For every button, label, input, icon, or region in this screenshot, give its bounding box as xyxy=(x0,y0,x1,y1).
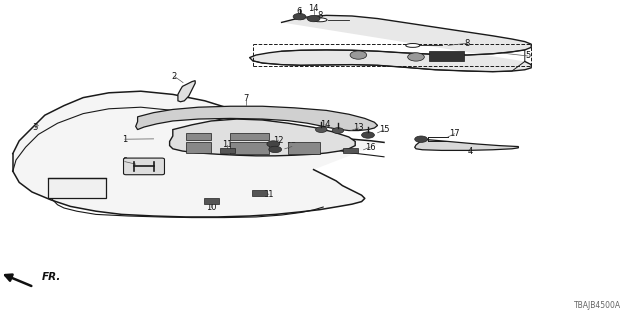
Ellipse shape xyxy=(313,18,327,22)
Text: 13: 13 xyxy=(353,124,364,132)
Circle shape xyxy=(415,136,428,142)
Circle shape xyxy=(316,127,327,132)
Polygon shape xyxy=(178,81,195,102)
Text: 9: 9 xyxy=(122,157,127,166)
Circle shape xyxy=(269,146,282,153)
Polygon shape xyxy=(230,133,269,140)
Text: 8: 8 xyxy=(465,39,470,48)
Circle shape xyxy=(332,128,344,133)
Text: 12: 12 xyxy=(273,136,284,145)
Text: 15: 15 xyxy=(379,125,389,134)
Polygon shape xyxy=(170,119,355,156)
Text: 12: 12 xyxy=(287,142,297,151)
Polygon shape xyxy=(250,15,531,72)
Text: 11: 11 xyxy=(222,140,232,149)
Text: 7: 7 xyxy=(244,94,249,103)
Bar xyxy=(429,51,464,61)
Text: 14: 14 xyxy=(308,4,319,13)
Text: 16: 16 xyxy=(365,143,375,152)
FancyBboxPatch shape xyxy=(124,158,164,175)
Text: 6: 6 xyxy=(297,7,302,16)
Polygon shape xyxy=(288,142,320,154)
Bar xyxy=(343,148,358,153)
Circle shape xyxy=(362,132,374,138)
Polygon shape xyxy=(13,91,384,217)
Text: 2: 2 xyxy=(172,72,177,81)
Bar xyxy=(48,178,106,198)
Text: TBAJB4500A: TBAJB4500A xyxy=(573,301,621,310)
Text: 11: 11 xyxy=(264,190,274,199)
Polygon shape xyxy=(186,142,211,153)
Ellipse shape xyxy=(406,44,420,47)
Circle shape xyxy=(267,141,280,147)
Text: 5: 5 xyxy=(525,52,531,60)
Polygon shape xyxy=(186,133,211,140)
Bar xyxy=(204,198,219,204)
Circle shape xyxy=(350,51,367,59)
Text: 8: 8 xyxy=(317,11,323,20)
Text: 14: 14 xyxy=(320,120,330,129)
Text: FR.: FR. xyxy=(42,272,61,282)
Circle shape xyxy=(293,13,306,20)
Bar xyxy=(252,190,267,196)
Circle shape xyxy=(307,15,320,22)
Circle shape xyxy=(408,53,424,61)
Text: 3: 3 xyxy=(33,124,38,132)
Text: 10: 10 xyxy=(206,203,216,212)
Polygon shape xyxy=(230,142,269,154)
Polygon shape xyxy=(136,106,378,131)
Bar xyxy=(220,148,235,153)
Polygon shape xyxy=(415,139,518,150)
Text: 17: 17 xyxy=(449,129,460,138)
Text: 4: 4 xyxy=(468,147,473,156)
Text: 1: 1 xyxy=(122,135,127,144)
